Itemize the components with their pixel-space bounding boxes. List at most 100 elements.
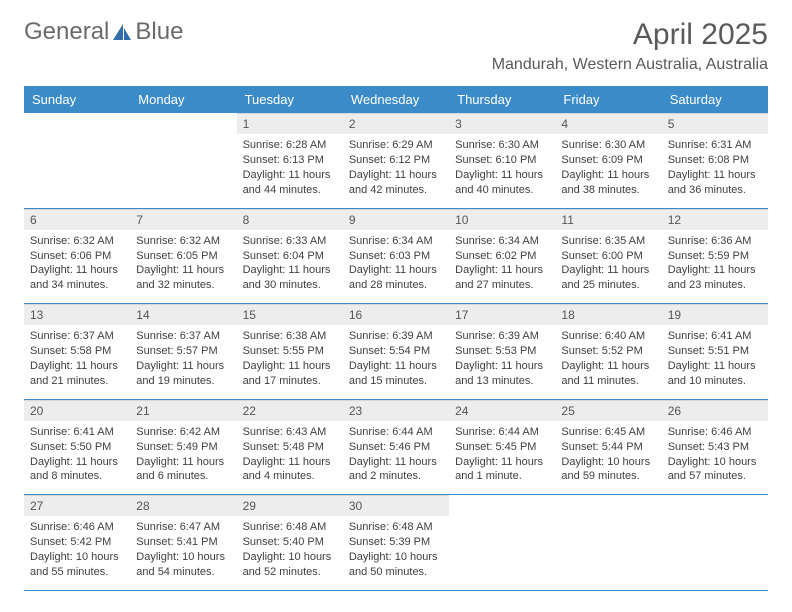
day-cell: 5Sunrise: 6:31 AMSunset: 6:08 PMDaylight…	[662, 113, 768, 208]
sunrise-text: Sunrise: 6:45 AM	[561, 425, 655, 440]
sunrise-text: Sunrise: 6:42 AM	[136, 425, 230, 440]
daylight-text: Daylight: 11 hours and 28 minutes.	[349, 263, 443, 293]
weeks-container: 1Sunrise: 6:28 AMSunset: 6:13 PMDaylight…	[24, 113, 768, 591]
day-cell: 13 Sunrise: 6:37 AMSunset: 5:58 PMDayligh…	[24, 304, 130, 399]
sunset-text: Sunset: 5:43 PM	[668, 440, 762, 455]
daylight-text: Daylight: 11 hours and 1 minute.	[455, 455, 549, 485]
day-number: 15	[237, 304, 343, 325]
daylight-text: Daylight: 11 hours and 17 minutes.	[243, 359, 337, 389]
sunset-text: Sunset: 5:59 PM	[668, 249, 762, 264]
sunrise-text: Sunrise: 6:34 AM	[349, 234, 443, 249]
day-cell: 18Sunrise: 6:40 AMSunset: 5:52 PMDayligh…	[555, 304, 661, 399]
day-number: 30	[343, 495, 449, 516]
day-number: 19	[662, 304, 768, 325]
day-cell: 14Sunrise: 6:37 AMSunset: 5:57 PMDayligh…	[130, 304, 236, 399]
day-number: 16	[343, 304, 449, 325]
sunrise-text: Sunrise: 6:36 AM	[668, 234, 762, 249]
sunset-text: Sunset: 5:41 PM	[136, 535, 230, 550]
daylight-text: Daylight: 11 hours and 21 minutes.	[30, 359, 124, 389]
sunset-text: Sunset: 6:09 PM	[561, 153, 655, 168]
day-cell: 27Sunrise: 6:46 AMSunset: 5:42 PMDayligh…	[24, 495, 130, 590]
day-number: 22	[237, 400, 343, 421]
daylight-text: Daylight: 11 hours and 8 minutes.	[30, 455, 124, 485]
day-cell	[130, 113, 236, 208]
day-cell: 30Sunrise: 6:48 AMSunset: 5:39 PMDayligh…	[343, 495, 449, 590]
day-cell: 19Sunrise: 6:41 AMSunset: 5:51 PMDayligh…	[662, 304, 768, 399]
day-cell: 29Sunrise: 6:48 AMSunset: 5:40 PMDayligh…	[237, 495, 343, 590]
day-cell: 10Sunrise: 6:34 AMSunset: 6:02 PMDayligh…	[449, 209, 555, 304]
day-cell: 23Sunrise: 6:44 AMSunset: 5:46 PMDayligh…	[343, 400, 449, 495]
daylight-text: Daylight: 11 hours and 44 minutes.	[243, 168, 337, 198]
sunset-text: Sunset: 5:40 PM	[243, 535, 337, 550]
week-row: 6 Sunrise: 6:32 AM Sunset: 6:06 PM Daylight…	[24, 209, 768, 305]
sunrise-text: Sunrise: 6:34 AM	[455, 234, 549, 249]
sunrise-text: Sunrise: 6:41 AM	[668, 329, 762, 344]
day-number: 13	[24, 304, 130, 325]
day-number: 14	[130, 304, 236, 325]
daylight-text: Daylight: 11 hours and 38 minutes.	[561, 168, 655, 198]
day-cell: 16Sunrise: 6:39 AMSunset: 5:54 PMDayligh…	[343, 304, 449, 399]
daylight-text: Daylight: 11 hours and 6 minutes.	[136, 455, 230, 485]
daylight-text: Daylight: 11 hours and 23 minutes.	[668, 263, 762, 293]
sunset-text: Sunset: 6:06 PM	[30, 249, 124, 264]
day-cell: 24Sunrise: 6:44 AMSunset: 5:45 PMDayligh…	[449, 400, 555, 495]
day-number: 24	[449, 400, 555, 421]
day-number: 25	[555, 400, 661, 421]
day-header: Monday	[130, 86, 236, 113]
day-number: 2	[343, 113, 449, 134]
day-header: Sunday	[24, 86, 130, 113]
day-number: 28	[130, 495, 236, 516]
sunrise-text: Sunrise: 6:41 AM	[30, 425, 124, 440]
day-cell	[24, 113, 130, 208]
daylight-text: Daylight: 10 hours and 57 minutes.	[668, 455, 762, 485]
sunrise-text: Sunrise: 6:44 AM	[455, 425, 549, 440]
sunset-text: Sunset: 6:05 PM	[136, 249, 230, 264]
sunset-text: Sunset: 6:04 PM	[243, 249, 337, 264]
day-number: 1	[237, 113, 343, 134]
sunrise-text: Sunrise: 6:46 AM	[668, 425, 762, 440]
day-number: 17	[449, 304, 555, 325]
daylight-text: Daylight: 11 hours and 30 minutes.	[243, 263, 337, 293]
week-row: 20Sunrise: 6:41 AMSunset: 5:50 PMDayligh…	[24, 400, 768, 496]
day-cell: 1Sunrise: 6:28 AMSunset: 6:13 PMDaylight…	[237, 113, 343, 208]
location-text: Mandurah, Western Australia, Australia	[492, 56, 768, 74]
day-cell: 17Sunrise: 6:39 AMSunset: 5:53 PMDayligh…	[449, 304, 555, 399]
sunrise-text: Sunrise: 6:35 AM	[561, 234, 655, 249]
daylight-text: Daylight: 11 hours and 13 minutes.	[455, 359, 549, 389]
sunrise-text: Sunrise: 6:37 AM	[30, 329, 124, 344]
day-number: 9	[343, 209, 449, 230]
sunset-text: Sunset: 5:49 PM	[136, 440, 230, 455]
sunrise-text: Sunrise: 6:37 AM	[136, 329, 230, 344]
day-number: 20	[24, 400, 130, 421]
sunrise-text: Sunrise: 6:32 AM	[136, 234, 230, 249]
day-cell: 11Sunrise: 6:35 AMSunset: 6:00 PMDayligh…	[555, 209, 661, 304]
sunset-text: Sunset: 5:46 PM	[349, 440, 443, 455]
day-cell: 21Sunrise: 6:42 AMSunset: 5:49 PMDayligh…	[130, 400, 236, 495]
day-cell	[449, 495, 555, 590]
sunset-text: Sunset: 6:13 PM	[243, 153, 337, 168]
sunset-text: Sunset: 5:39 PM	[349, 535, 443, 550]
day-cell: 12Sunrise: 6:36 AMSunset: 5:59 PMDayligh…	[662, 209, 768, 304]
day-number: 23	[343, 400, 449, 421]
day-cell	[555, 495, 661, 590]
sunrise-text: Sunrise: 6:43 AM	[243, 425, 337, 440]
title-block: April 2025 Mandurah, Western Australia, …	[492, 18, 768, 74]
daylight-text: Daylight: 11 hours and 40 minutes.	[455, 168, 549, 198]
day-header-row: SundayMondayTuesdayWednesdayThursdayFrid…	[24, 86, 768, 113]
day-cell: 3Sunrise: 6:30 AMSunset: 6:10 PMDaylight…	[449, 113, 555, 208]
day-number: 29	[237, 495, 343, 516]
sunrise-text: Sunrise: 6:40 AM	[561, 329, 655, 344]
sunset-text: Sunset: 5:50 PM	[30, 440, 124, 455]
day-cell: 15Sunrise: 6:38 AMSunset: 5:55 PMDayligh…	[237, 304, 343, 399]
sunset-text: Sunset: 5:48 PM	[243, 440, 337, 455]
day-header: Friday	[555, 86, 661, 113]
day-cell: 9Sunrise: 6:34 AMSunset: 6:03 PMDaylight…	[343, 209, 449, 304]
brand-word-1: General	[24, 18, 109, 46]
day-number: 10	[449, 209, 555, 230]
day-number: 6	[24, 209, 130, 230]
sunrise-text: Sunrise: 6:39 AM	[455, 329, 549, 344]
sunset-text: Sunset: 5:58 PM	[30, 344, 124, 359]
week-row: 13Sunrise: 6:37 AMSunset: 5:58 PMDayligh…	[24, 304, 768, 400]
sunset-text: Sunset: 5:42 PM	[30, 535, 124, 550]
sunset-text: Sunset: 5:54 PM	[349, 344, 443, 359]
